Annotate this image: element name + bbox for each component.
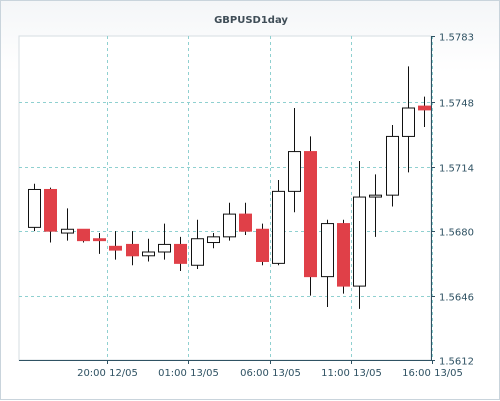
x-tick-label: 01:00 13/05 <box>158 368 219 379</box>
y-tick-label: 1.5714 <box>439 164 474 175</box>
candle <box>386 125 399 207</box>
candle <box>44 187 57 243</box>
x-tick-label: 16:00 13/05 <box>402 368 463 379</box>
candle-body-up <box>61 228 74 234</box>
candle <box>126 231 139 266</box>
x-tick-label: 06:00 13/05 <box>240 368 301 379</box>
x-tick-label: 20:00 12/05 <box>77 368 138 379</box>
candle <box>207 233 220 249</box>
candle <box>304 136 317 296</box>
candle-body-down <box>126 243 139 257</box>
candle <box>61 208 74 241</box>
candle-body-down <box>256 228 269 262</box>
plot-area <box>18 35 432 361</box>
candle-body-down <box>44 188 57 232</box>
candle <box>337 219 350 294</box>
candle <box>191 219 204 270</box>
candle-body-up <box>158 243 171 253</box>
y-tick-label: 1.5680 <box>439 228 474 239</box>
candle <box>93 233 106 254</box>
x-tick-label: 11:00 13/05 <box>321 368 382 379</box>
candle <box>321 219 334 307</box>
candle <box>369 174 382 237</box>
candle-body-down <box>77 228 90 242</box>
candle-body-up <box>191 238 204 266</box>
candle-body-up <box>353 196 366 287</box>
candle <box>418 96 431 127</box>
candles <box>28 66 431 309</box>
candle-body-down <box>109 245 122 251</box>
candle <box>239 202 252 235</box>
candle-body-up <box>321 223 334 278</box>
candle-body-up <box>369 194 382 198</box>
y-tick-label: 1.5748 <box>439 99 474 110</box>
axes: 1.5783 1.5748 1.5714 1.5680 1.5646 1.5612 20:0… <box>19 33 474 379</box>
candle-body-up <box>28 188 41 228</box>
y-tick-label: 1.5612 <box>439 357 474 368</box>
candle-body-up <box>142 251 155 257</box>
candle-body-down <box>304 151 317 278</box>
candle-body-down <box>174 243 187 264</box>
candle <box>223 202 236 241</box>
candle <box>272 180 285 266</box>
candle <box>158 223 171 260</box>
candle <box>142 238 155 262</box>
candle-body-up <box>402 107 415 137</box>
candle <box>28 183 41 232</box>
candle <box>353 161 366 309</box>
candle-body-down <box>239 213 252 232</box>
candle <box>77 228 90 243</box>
candle <box>174 236 187 271</box>
candle-body-up <box>272 190 285 264</box>
candle-body-up <box>386 135 399 196</box>
candle <box>109 231 122 260</box>
candle-body-down <box>93 238 106 242</box>
candle-body-down <box>337 223 350 287</box>
candle-body-up <box>288 151 301 192</box>
candle <box>402 66 415 173</box>
candle-body-up <box>223 213 236 238</box>
candle <box>256 223 269 266</box>
candle-body-up <box>207 236 220 244</box>
candle <box>288 108 301 213</box>
y-tick-label: 1.5646 <box>439 293 474 304</box>
chart-title: GBPUSD1day <box>214 15 288 26</box>
y-tick-label: 1.5783 <box>439 33 474 44</box>
candle-body-down <box>418 105 431 111</box>
